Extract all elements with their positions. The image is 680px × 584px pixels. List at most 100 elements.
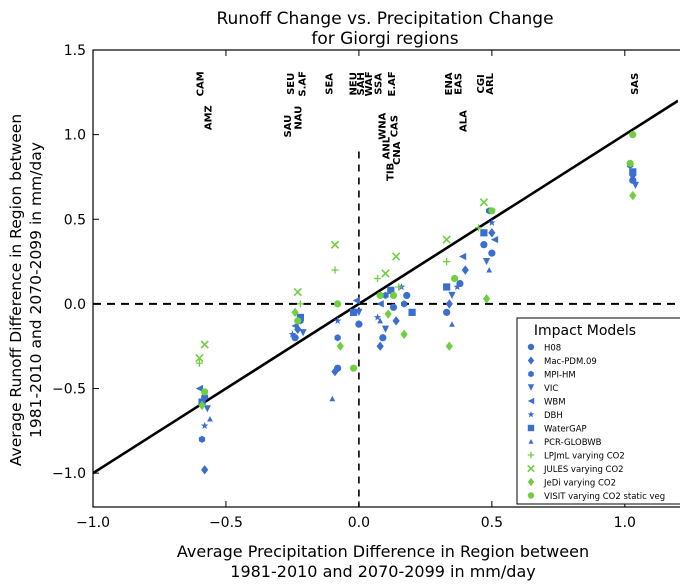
data-point <box>384 309 392 319</box>
region-label: TIB <box>385 163 396 181</box>
data-point <box>201 465 209 475</box>
legend-label: WaterGAP <box>544 425 587 435</box>
data-point <box>474 224 483 232</box>
data-point <box>376 341 384 351</box>
legend-marker <box>527 343 535 351</box>
data-point <box>445 341 453 351</box>
data-point <box>389 303 398 311</box>
region-label: SEA <box>324 73 335 95</box>
data-point <box>482 257 491 266</box>
data-point <box>334 300 342 308</box>
data-point <box>395 283 403 291</box>
legend-marker <box>527 410 535 418</box>
series-visit-varying-co2-static-veg <box>201 131 637 396</box>
data-point <box>629 168 637 176</box>
data-point <box>288 330 297 338</box>
region-label: S.AF <box>298 71 309 97</box>
y-tick-label: −0.5 <box>52 382 86 398</box>
region-label: ALA <box>459 110 470 132</box>
data-point <box>373 274 382 283</box>
data-point <box>296 300 305 308</box>
legend-box <box>516 317 680 505</box>
data-point <box>331 366 339 377</box>
data-point <box>408 308 416 316</box>
legend-label: LPJmL varying CO2 <box>544 452 625 462</box>
data-point <box>488 249 496 257</box>
series-wbm <box>195 235 499 393</box>
legend-label: JeDi varying CO2 <box>543 479 616 489</box>
legend-entry: Mac-PDM.09 <box>527 356 597 367</box>
chart-title-line2: for Giorgi regions <box>311 29 458 49</box>
legend-marker <box>527 451 535 459</box>
data-point <box>461 265 469 275</box>
region-label: WAF <box>364 71 375 96</box>
data-point <box>488 218 496 226</box>
legend-label: JULES varying CO2 <box>543 465 624 475</box>
legend-entry: DBH <box>527 410 563 421</box>
legend-label: MPI-HM <box>544 371 576 381</box>
x-tick-label: 0.5 <box>481 515 503 531</box>
y-tick-label: −1.0 <box>52 466 86 482</box>
region-label: NEU <box>348 72 359 95</box>
x-axis-label-line2: 1981-2010 and 2070-2099 in mm/day <box>230 562 535 581</box>
legend-entry: MPI-HM <box>528 371 576 381</box>
region-label: SAH <box>356 72 367 95</box>
data-point <box>334 334 341 342</box>
legend-entry: PCR-GLOBWB <box>528 438 602 448</box>
region-label: CAS <box>389 115 400 137</box>
data-point <box>329 395 336 402</box>
data-point <box>400 300 408 308</box>
data-point <box>392 316 400 326</box>
data-point <box>488 228 496 238</box>
data-point <box>480 241 488 249</box>
x-tick-label: 0.0 <box>348 515 370 531</box>
region-label: CAM <box>195 71 206 96</box>
data-point <box>453 283 462 291</box>
legend-marker <box>527 464 535 473</box>
legend-marker <box>528 370 534 378</box>
legend-label: Mac-PDM.09 <box>544 357 597 367</box>
x-tick-label: −1.0 <box>76 515 110 531</box>
data-point <box>198 400 206 411</box>
data-point <box>629 190 637 201</box>
legend-entry: JULES varying CO2 <box>527 464 624 475</box>
legend-entry: WBM <box>527 397 566 408</box>
x-tick-label: 1.0 <box>614 515 636 531</box>
y-tick-label: 0.0 <box>64 297 86 313</box>
data-point <box>480 229 488 237</box>
data-point <box>203 405 211 413</box>
data-point <box>445 299 453 309</box>
legend-label: H08 <box>544 344 561 354</box>
data-point <box>200 340 209 349</box>
data-point <box>376 291 384 300</box>
data-point <box>451 274 459 283</box>
data-point <box>349 308 358 316</box>
data-point <box>459 252 467 261</box>
y-axis-label-line2: 1981-2010 and 2070-2099 in mm/day <box>27 142 45 438</box>
series-jules-varying-co2 <box>195 198 489 363</box>
legend-marker <box>527 384 535 391</box>
data-point <box>482 294 491 304</box>
data-point <box>336 341 344 351</box>
data-point <box>387 286 395 294</box>
data-point <box>299 329 307 337</box>
legend-label: VISIT varying CO2 static veg <box>544 492 665 502</box>
legend-title: Impact Models <box>534 323 636 339</box>
data-point <box>382 291 389 300</box>
legend-marker <box>527 397 535 405</box>
x-tick-label: −0.5 <box>209 515 243 531</box>
series-jedi-varying-co2 <box>198 190 637 411</box>
data-point <box>200 421 209 429</box>
data-point <box>330 240 340 249</box>
legend-entry: LPJmL varying CO2 <box>527 451 625 462</box>
x-axis-label-line1: Average Precipitation Difference in Regi… <box>177 542 589 561</box>
legend-marker <box>527 356 535 365</box>
data-point <box>381 269 390 278</box>
legend-entry: VISIT varying CO2 static veg <box>527 492 665 502</box>
data-point <box>195 359 203 367</box>
series-lpjml-varying-co2 <box>195 224 483 367</box>
region-label: SSA <box>374 73 385 95</box>
data-point <box>201 388 209 396</box>
legend-label: WBM <box>544 398 566 408</box>
